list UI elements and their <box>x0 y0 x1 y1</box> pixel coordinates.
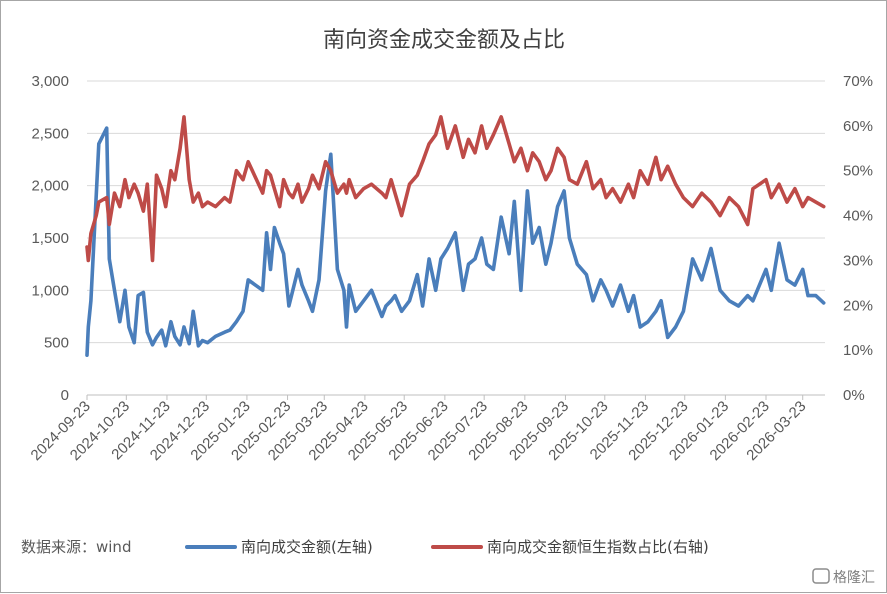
watermark-text: 格隆汇 <box>833 570 875 586</box>
y-left-tick-label: 1,000 <box>31 282 69 299</box>
source-label: 数据来源：wind <box>21 538 131 556</box>
legend-label-share: 南向成交金额恒生指数占比(右轴) <box>487 538 709 556</box>
legend-label-turnover: 南向成交金额(左轴) <box>241 538 373 556</box>
y-left-tick-label: 2,500 <box>31 125 69 142</box>
series-group <box>85 115 826 358</box>
y-right-tick-label: 70% <box>843 73 873 90</box>
y-right-tick-label: 10% <box>843 342 873 359</box>
x-axis: 2024-09-232024-10-232024-11-232024-12-23… <box>28 394 825 464</box>
y-left-tick-label: 0 <box>61 387 69 404</box>
chart-title: 南向资金成交金额及占比 <box>323 28 565 53</box>
y-right-tick-label: 50% <box>843 163 873 180</box>
series-line-turnover <box>85 126 826 358</box>
watermark: 格隆汇 <box>812 568 875 586</box>
y-left-tick-label: 500 <box>44 335 69 352</box>
y-left-tick-label: 3,000 <box>31 73 69 90</box>
y-left-tick-label: 1,500 <box>31 230 69 247</box>
watermark-logo-icon <box>812 568 830 584</box>
y-right-tick-label: 60% <box>843 118 873 135</box>
y-axis-right: 0% 10% 20% 30% 40% 50% 60% 70% <box>843 73 873 404</box>
y-axis-left: 0 500 1,000 1,500 2,000 2,500 3,000 <box>31 73 69 404</box>
y-right-tick-label: 40% <box>843 208 873 225</box>
y-right-tick-label: 30% <box>843 252 873 269</box>
y-right-tick-label: 0% <box>843 387 865 404</box>
y-left-tick-label: 2,000 <box>31 178 69 195</box>
series-line-share <box>85 115 826 263</box>
y-right-tick-label: 20% <box>843 297 873 314</box>
